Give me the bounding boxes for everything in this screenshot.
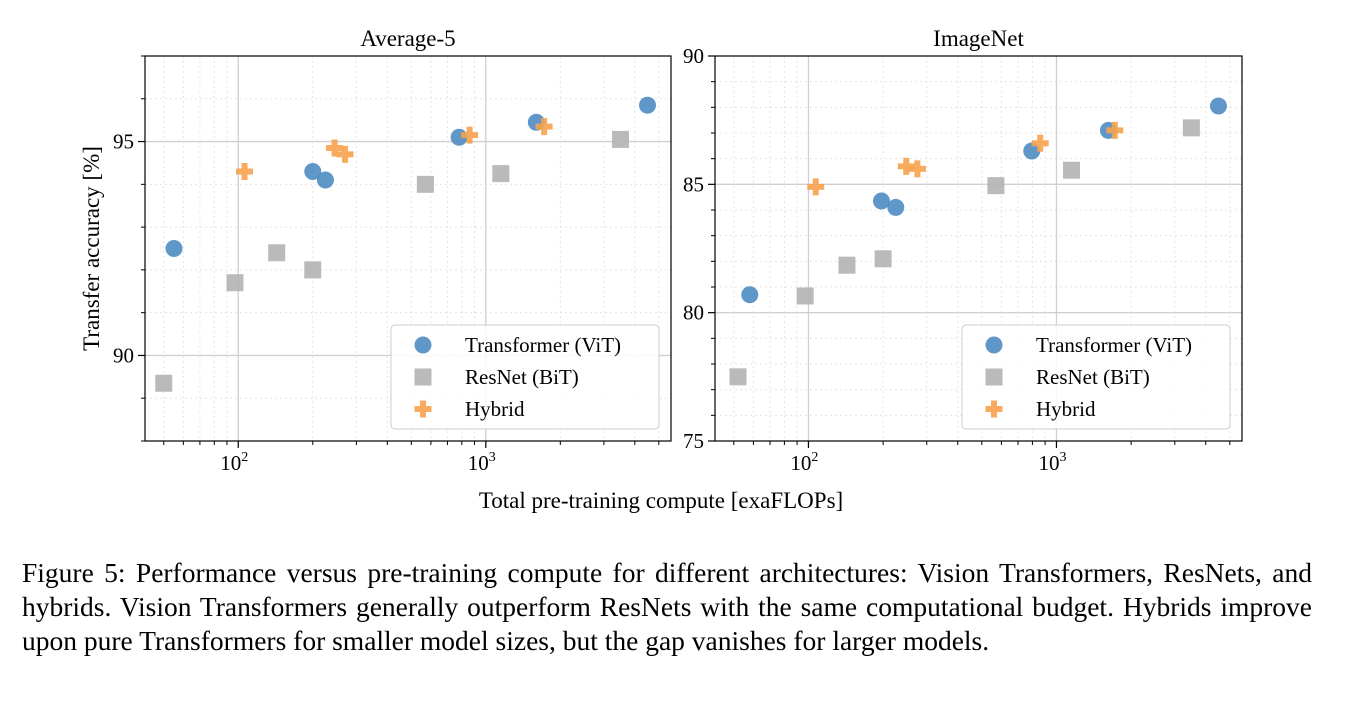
hybrid-point (326, 139, 344, 157)
legend-label: ResNet (BiT) (1036, 365, 1150, 389)
resnet-bit-point (838, 256, 856, 274)
transformer-vit-point (741, 286, 759, 304)
hybrid-point (908, 160, 926, 178)
y-tick-label: 90 (113, 343, 134, 367)
legend-label: Hybrid (1036, 397, 1096, 421)
legend-label: Hybrid (465, 397, 525, 421)
y-tick-label: 95 (113, 130, 134, 154)
panel-title: ImageNet (933, 26, 1024, 51)
legend: Transformer (ViT) ResNet (BiT) Hybrid (390, 324, 660, 430)
y-tick-label: 85 (683, 172, 704, 196)
transformer-vit-point (638, 96, 656, 114)
legend-label: Transformer (ViT) (465, 333, 621, 357)
hybrid-point (336, 145, 354, 163)
figure: 102 103 90 95 Average-5 Transfer accuracy [%]… (79, 26, 1243, 513)
legend-marker-resnet-bit (414, 368, 432, 386)
resnet-bit-point (155, 374, 173, 392)
transformer-vit-point (887, 198, 905, 216)
resnet-bit-point (1062, 161, 1080, 179)
transformer-vit-point (1209, 97, 1227, 115)
resnet-bit-point (416, 175, 434, 193)
y-axis-label: Transfer accuracy [%] (79, 146, 104, 351)
resnet-bit-point (492, 165, 510, 183)
resnet-bit-point (304, 261, 322, 279)
transformer-vit-point (1023, 142, 1041, 160)
resnet-bit-point (796, 287, 814, 305)
y-tick-label: 80 (683, 301, 704, 325)
legend-frame (390, 324, 660, 430)
chart-canvas: 102 103 90 95 Average-5 Transfer accuracy [%]… (79, 26, 1243, 513)
x-axis-label: Total pre-training compute [exaFLOPs] (479, 488, 843, 513)
hybrid-point (897, 157, 915, 175)
legend-label: ResNet (BiT) (465, 365, 579, 389)
panel-title: Average-5 (360, 26, 455, 51)
legend-marker-resnet-bit (985, 368, 1003, 386)
hybrid-point (535, 118, 553, 136)
x-tick-label: 103 (468, 450, 496, 475)
resnet-bit-point (729, 368, 747, 386)
transformer-vit-point (872, 192, 890, 210)
hybrid-point (461, 126, 479, 144)
legend-marker-hybrid (985, 400, 1003, 418)
hybrid-point (1106, 121, 1124, 139)
plot-frame (144, 55, 672, 442)
resnet-bit-point (987, 177, 1005, 195)
resnet-bit-point (874, 250, 892, 268)
resnet-bit-point (226, 274, 244, 292)
legend-marker-transformer-vit (414, 336, 432, 354)
x-tick-label: 102 (220, 450, 248, 475)
legend-frame (961, 324, 1231, 430)
x-tick-label: 102 (790, 450, 818, 475)
resnet-bit-point (1182, 119, 1200, 137)
hybrid-point (1031, 134, 1049, 152)
transformer-vit-point (304, 163, 322, 180)
transformer-vit-point (316, 171, 334, 189)
resnet-bit-point (611, 130, 629, 148)
y-tick-label: 75 (683, 429, 704, 453)
panel-average-5: 102 103 90 95 Average-5 Transfer accuracy [%]… (79, 26, 672, 475)
transformer-vit-point (165, 240, 183, 257)
figure-caption: Figure 5: Performance versus pre-trainin… (22, 557, 1312, 656)
panel-imagenet: 102 103 75 80 85 90 ImageNet Transformer (ViT) R… (683, 26, 1243, 475)
plot-frame (714, 55, 1243, 442)
hybrid-point (807, 178, 825, 196)
legend-marker-hybrid (414, 400, 432, 418)
legend-marker-transformer-vit (985, 336, 1003, 354)
legend: Transformer (ViT) ResNet (BiT) Hybrid (961, 324, 1231, 430)
y-tick-label: 90 (683, 44, 704, 68)
resnet-bit-point (268, 244, 286, 262)
hybrid-point (236, 163, 254, 180)
legend-label: Transformer (ViT) (1036, 333, 1192, 357)
x-tick-label: 103 (1038, 450, 1066, 475)
